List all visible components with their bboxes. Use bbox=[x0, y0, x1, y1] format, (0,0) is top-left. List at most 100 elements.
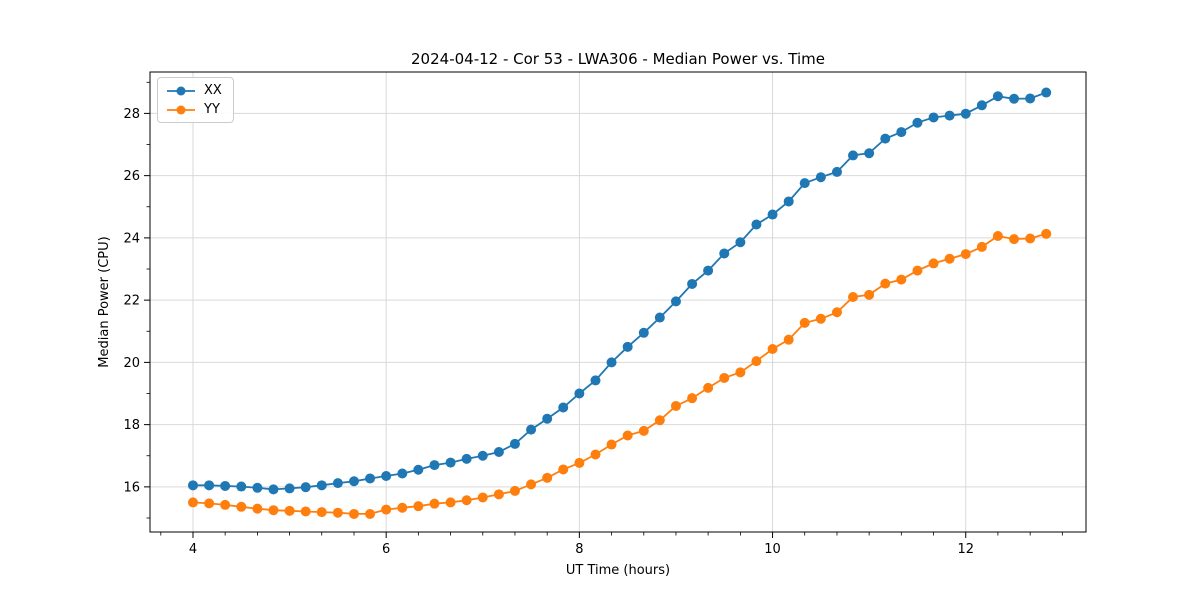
data-point-yy bbox=[349, 508, 360, 519]
data-point-yy bbox=[960, 249, 971, 260]
data-point-yy bbox=[429, 498, 440, 509]
data-point-xx bbox=[590, 375, 601, 386]
data-point-yy bbox=[445, 497, 456, 508]
data-point-yy bbox=[590, 449, 601, 460]
data-point-xx bbox=[944, 110, 955, 121]
data-point-xx bbox=[413, 464, 424, 475]
data-point-xx bbox=[831, 166, 842, 177]
data-point-xx bbox=[365, 473, 376, 484]
data-point-xx bbox=[976, 100, 987, 111]
data-point-yy bbox=[204, 498, 215, 509]
data-point-xx bbox=[397, 468, 408, 479]
data-point-xx bbox=[799, 178, 810, 189]
data-point-xx bbox=[332, 478, 343, 489]
data-point-yy bbox=[493, 489, 504, 500]
data-point-xx bbox=[381, 470, 392, 481]
data-point-yy bbox=[848, 292, 859, 303]
data-point-xx bbox=[204, 480, 215, 491]
data-point-xx bbox=[687, 278, 698, 289]
y-tick-label: 18 bbox=[123, 418, 140, 433]
data-point-xx bbox=[493, 447, 504, 458]
data-point-xx bbox=[349, 476, 360, 487]
data-point-yy bbox=[654, 415, 665, 426]
data-point-xx bbox=[848, 150, 859, 161]
data-point-yy bbox=[1041, 228, 1052, 239]
y-tick-label: 20 bbox=[123, 356, 140, 371]
data-point-yy bbox=[365, 508, 376, 519]
data-point-yy bbox=[638, 425, 649, 436]
data-point-yy bbox=[316, 507, 327, 518]
data-point-xx bbox=[542, 413, 553, 424]
data-point-xx bbox=[1009, 93, 1020, 104]
legend-label: YY bbox=[204, 102, 220, 117]
data-point-xx bbox=[719, 248, 730, 259]
data-point-xx bbox=[574, 388, 585, 399]
y-tick-label: 22 bbox=[123, 294, 140, 309]
data-point-xx bbox=[960, 108, 971, 119]
data-point-xx bbox=[622, 341, 633, 352]
data-point-xx bbox=[558, 402, 569, 413]
x-tick-label: 10 bbox=[764, 542, 781, 557]
data-point-yy bbox=[912, 265, 923, 276]
data-point-yy bbox=[509, 485, 520, 496]
data-point-xx bbox=[735, 237, 746, 248]
data-point-yy bbox=[896, 274, 907, 285]
y-tick-label: 26 bbox=[123, 169, 140, 184]
data-point-yy bbox=[574, 457, 585, 468]
data-point-yy bbox=[1009, 234, 1020, 245]
data-point-yy bbox=[735, 367, 746, 378]
data-point-xx bbox=[187, 480, 198, 491]
data-point-xx bbox=[509, 438, 520, 449]
x-tick-label: 6 bbox=[382, 542, 390, 557]
x-tick-label: 8 bbox=[575, 542, 583, 557]
data-point-yy bbox=[332, 507, 343, 518]
data-point-xx bbox=[429, 460, 440, 471]
data-point-xx bbox=[268, 484, 279, 495]
data-point-xx bbox=[638, 327, 649, 338]
data-point-xx bbox=[316, 480, 327, 491]
chart-title: 2024-04-12 - Cor 53 - LWA306 - Median Po… bbox=[411, 50, 825, 68]
data-point-yy bbox=[622, 430, 633, 441]
data-point-yy bbox=[719, 372, 730, 383]
data-point-xx bbox=[864, 148, 875, 159]
x-tick-label: 12 bbox=[957, 542, 974, 557]
legend-sample-xx bbox=[167, 86, 195, 95]
data-point-yy bbox=[992, 231, 1003, 242]
x-axis-label: UT Time (hours) bbox=[565, 563, 671, 578]
data-point-yy bbox=[1025, 233, 1036, 244]
data-point-xx bbox=[992, 91, 1003, 102]
data-point-xx bbox=[477, 450, 488, 461]
data-point-yy bbox=[252, 503, 263, 514]
plot-border bbox=[149, 71, 1087, 533]
data-point-yy bbox=[236, 501, 247, 512]
data-point-yy bbox=[300, 506, 311, 517]
data-point-yy bbox=[703, 382, 714, 393]
data-point-xx bbox=[220, 480, 231, 491]
data-point-xx bbox=[445, 457, 456, 468]
data-point-yy bbox=[944, 253, 955, 264]
data-point-xx bbox=[670, 296, 681, 307]
legend-item-yy: YY bbox=[166, 102, 222, 117]
data-point-xx bbox=[654, 312, 665, 323]
data-point-xx bbox=[526, 424, 537, 435]
series-line-xx bbox=[193, 91, 1047, 491]
data-point-yy bbox=[976, 241, 987, 252]
data-point-yy bbox=[413, 501, 424, 512]
data-point-yy bbox=[606, 439, 617, 450]
data-point-xx bbox=[1041, 87, 1052, 98]
data-point-yy bbox=[880, 278, 891, 289]
data-point-yy bbox=[864, 289, 875, 300]
data-point-yy bbox=[526, 479, 537, 490]
data-point-xx bbox=[606, 357, 617, 368]
data-point-yy bbox=[397, 502, 408, 513]
data-point-yy bbox=[558, 464, 569, 475]
data-point-yy bbox=[670, 400, 681, 411]
data-point-xx bbox=[783, 196, 794, 207]
data-point-xx bbox=[751, 219, 762, 230]
legend-item-xx: XX bbox=[166, 83, 222, 98]
data-point-yy bbox=[461, 495, 472, 506]
data-point-xx bbox=[461, 453, 472, 464]
data-point-yy bbox=[783, 334, 794, 345]
